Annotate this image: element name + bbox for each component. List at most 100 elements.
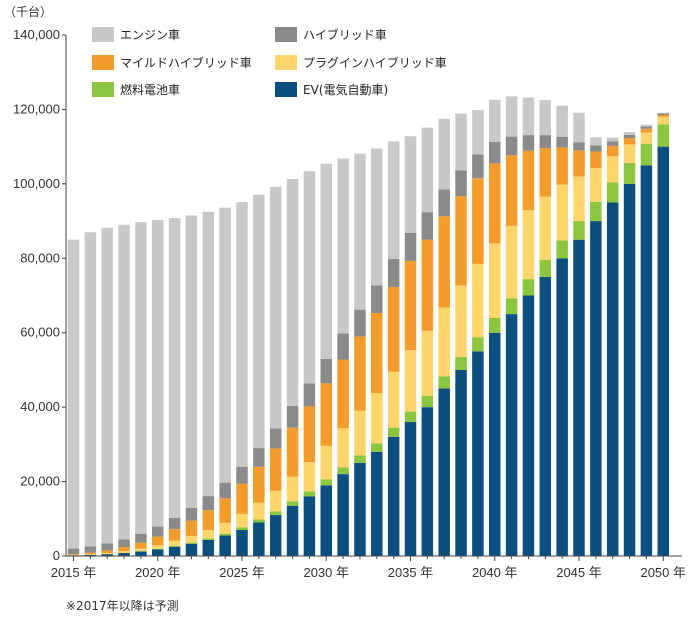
bar-segment	[185, 520, 198, 536]
bar-segment	[590, 201, 602, 222]
bar-segment	[539, 100, 552, 136]
bar-segment	[640, 126, 653, 129]
bar-segment	[371, 148, 383, 286]
bar-segment	[185, 507, 198, 521]
bar-segment	[219, 535, 231, 556]
bar-segment	[269, 186, 282, 429]
bar-segment	[489, 317, 501, 333]
bar-segment	[590, 145, 602, 152]
legend-swatch	[275, 82, 297, 97]
bar-segment	[556, 136, 568, 148]
bar-segment	[640, 143, 653, 166]
bar-segment	[354, 410, 366, 456]
bar-segment	[185, 542, 198, 544]
bar-segment	[455, 369, 467, 556]
bar-segment	[590, 221, 602, 557]
bar-segment	[202, 510, 215, 530]
bar-segment	[640, 128, 653, 133]
bar-segment	[522, 97, 535, 136]
bar-segment	[202, 539, 215, 556]
bar-segment	[573, 221, 585, 240]
bar-segment	[168, 540, 181, 546]
bar-segment	[84, 552, 97, 555]
y-tick-label: 0	[53, 548, 60, 563]
bar-segment	[489, 99, 501, 142]
bar-segment	[404, 350, 417, 412]
bar-segment	[168, 529, 181, 541]
bar-segment	[455, 285, 467, 357]
bar-segment	[320, 479, 332, 486]
legend-label: EV(電気自動車)	[303, 82, 388, 97]
bar-segment	[657, 115, 669, 117]
y-tick-label: 40,000	[20, 399, 60, 414]
bar-segment	[455, 113, 467, 171]
bar-segment	[421, 395, 434, 408]
bar-segment	[337, 467, 349, 475]
x-tick-label: 2015 年	[51, 565, 97, 580]
bar-segment	[657, 124, 669, 147]
bar-segment	[438, 307, 450, 377]
bar-segment	[505, 314, 518, 556]
bar-segment	[337, 359, 349, 429]
bar-segment	[371, 451, 383, 556]
bar-segment	[438, 388, 450, 556]
bar-segment	[387, 141, 400, 260]
bar-segment	[421, 407, 434, 556]
bar-segment	[421, 127, 434, 213]
bar-segment	[219, 482, 231, 499]
bar-segment	[118, 553, 130, 556]
bar-segment	[623, 134, 636, 139]
bar-segment	[354, 462, 366, 556]
bar-segment	[387, 427, 400, 437]
bar-segment	[404, 260, 417, 351]
bar-segment	[185, 215, 198, 508]
bar-segment	[337, 474, 349, 556]
bar-segment	[84, 554, 97, 556]
bar-segment	[606, 182, 619, 203]
bar-segment	[337, 333, 349, 360]
bar-segment	[269, 448, 282, 491]
y-axis: 0 20,000 40,000 60,000 80,000 100,000 120,000 1…	[13, 27, 67, 563]
bar-segment	[522, 150, 535, 211]
bar-segment	[590, 151, 602, 169]
legend-swatch	[275, 55, 297, 70]
bar-segment	[623, 132, 636, 135]
bar-segment	[185, 543, 198, 556]
bar-segment	[472, 110, 484, 155]
bar-segment	[303, 462, 316, 492]
legend-swatch	[92, 55, 114, 70]
bar-segment	[421, 239, 434, 331]
bar-segment	[152, 526, 164, 537]
bar-segment	[522, 295, 535, 556]
bar-segment	[505, 96, 518, 137]
bar-segment	[135, 548, 147, 552]
bar-segment	[253, 519, 265, 523]
x-axis: 2015 年 2020 年 2025 年 2030 年 2035 年 2040 年 2045…	[51, 555, 686, 580]
bar-segment	[101, 543, 113, 551]
bar-segment	[539, 276, 552, 556]
bar-segment	[118, 551, 130, 554]
bar-segment	[253, 448, 265, 467]
bar-segment	[286, 406, 299, 428]
bar-segment	[387, 259, 400, 287]
bar-segment	[202, 496, 215, 511]
bar-segment	[590, 137, 602, 146]
bar-segment	[236, 483, 248, 514]
bar-segment	[438, 118, 450, 190]
bar-segment	[505, 155, 518, 226]
bar-segment	[573, 142, 585, 151]
bar-segment	[640, 132, 653, 144]
x-tick-label: 2050 年	[640, 565, 686, 580]
bar-segment	[556, 184, 568, 241]
y-tick-label: 140,000	[13, 27, 60, 42]
bar-segment	[590, 168, 602, 202]
bar-segment	[371, 393, 383, 444]
bar-segment	[219, 533, 231, 536]
bar-segment	[67, 548, 80, 555]
bar-segment	[539, 135, 552, 149]
bar-segment	[371, 312, 383, 394]
bar-segment	[606, 145, 619, 157]
bar-segment	[286, 505, 299, 556]
bar-segment	[202, 529, 215, 539]
bar-segment	[404, 411, 417, 423]
